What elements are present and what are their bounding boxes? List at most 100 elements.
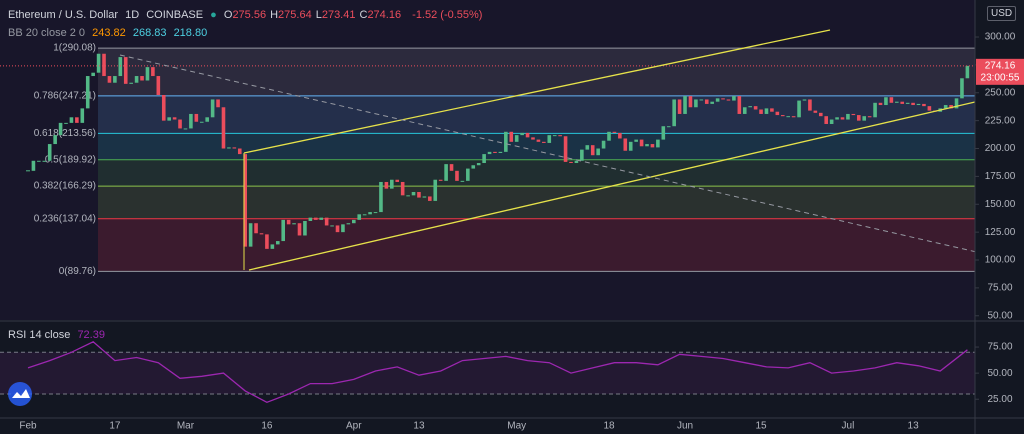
candle — [791, 116, 796, 118]
candle — [704, 99, 709, 104]
candle — [688, 96, 693, 108]
currency-button[interactable]: USD — [987, 6, 1017, 21]
candle — [205, 117, 209, 122]
ohlc-key: C — [359, 9, 368, 21]
candle — [37, 160, 41, 162]
candle — [151, 67, 155, 77]
candle — [753, 106, 758, 110]
candle — [715, 98, 720, 102]
candle — [493, 151, 497, 153]
candle — [846, 113, 850, 120]
bb-value: 268.83 — [132, 27, 167, 39]
candle — [732, 96, 736, 101]
x-tick-label: 13 — [908, 421, 920, 432]
rsi-legend: RSI 14 close 72.39 — [8, 329, 109, 341]
candle — [384, 181, 389, 189]
y-tick-label: 100.00 — [985, 255, 1016, 266]
candle — [960, 78, 964, 99]
candle — [140, 76, 144, 81]
candle — [905, 102, 910, 104]
candle — [118, 57, 123, 77]
candle — [922, 103, 926, 107]
candle — [542, 141, 546, 143]
candle — [324, 217, 329, 226]
candle — [770, 108, 774, 112]
candle — [596, 148, 600, 156]
fib-band — [98, 133, 975, 160]
candle — [123, 57, 128, 84]
rsi-value: 72.39 — [77, 329, 105, 341]
candle — [58, 122, 63, 136]
candle — [428, 196, 432, 201]
candle — [884, 97, 888, 106]
x-tick-label: Jun — [677, 421, 693, 432]
candle — [243, 154, 247, 247]
candle — [802, 99, 807, 101]
last-price-tag — [976, 58, 1024, 85]
last-price: 274.16 — [985, 60, 1016, 71]
candle — [455, 170, 459, 181]
candle — [449, 164, 454, 171]
candle — [47, 144, 52, 161]
symbol: Ethereum / U.S. Dollar — [8, 9, 119, 21]
candle — [867, 116, 872, 118]
ohlc-key: L — [315, 9, 322, 21]
fib-band — [98, 95, 975, 134]
candle — [775, 111, 780, 116]
status-dot: ● — [210, 9, 217, 21]
rsi-pane — [0, 322, 975, 418]
candle — [265, 234, 269, 249]
candle — [303, 220, 307, 236]
candle — [911, 102, 915, 106]
candle — [357, 214, 362, 220]
candle — [916, 103, 921, 106]
candle — [607, 131, 611, 141]
candle — [482, 154, 486, 164]
fib-band — [98, 218, 975, 272]
candle — [69, 117, 74, 123]
fib-band — [98, 186, 975, 219]
x-tick-label: 17 — [109, 421, 121, 432]
ohlc: O275.56 H275.64 L273.41 C274.16 — [224, 9, 405, 21]
candle — [161, 94, 166, 121]
y-tick-label: 50.00 — [987, 368, 1012, 379]
countdown: 23:00:55 — [981, 72, 1020, 83]
fib-label: 0.236(137.04) — [34, 213, 96, 224]
candle — [954, 98, 959, 109]
candle — [677, 99, 682, 114]
channel-upper — [243, 29, 831, 154]
candle — [547, 135, 552, 143]
candle — [563, 136, 568, 162]
candle — [53, 135, 57, 145]
candle — [612, 131, 617, 133]
candle — [373, 212, 378, 214]
candle — [362, 214, 367, 216]
candle — [504, 131, 508, 152]
candle — [650, 144, 655, 148]
candle — [808, 99, 812, 111]
candle — [444, 164, 448, 181]
candle — [856, 115, 861, 121]
x-tick-label: 15 — [755, 421, 767, 432]
y-tick-label: 50.00 — [987, 310, 1012, 321]
candle — [395, 179, 400, 182]
candle — [895, 101, 899, 103]
x-tick-label: Feb — [19, 421, 37, 432]
candle — [237, 148, 242, 155]
ohlc-key: O — [223, 9, 233, 21]
rsi-band-fill — [0, 352, 975, 394]
candle — [699, 99, 704, 101]
drawings — [119, 29, 975, 271]
candle — [313, 217, 318, 220]
y-tick-label: 225.00 — [985, 115, 1016, 126]
fib-label: 1(290.08) — [53, 43, 96, 54]
x-tick-label: Jul — [842, 421, 855, 432]
candle — [194, 113, 199, 122]
candle — [96, 53, 101, 73]
candle — [80, 108, 85, 123]
candle — [943, 105, 948, 109]
candle — [786, 116, 790, 118]
candle — [438, 179, 443, 181]
y-tick-label: 200.00 — [985, 143, 1016, 154]
